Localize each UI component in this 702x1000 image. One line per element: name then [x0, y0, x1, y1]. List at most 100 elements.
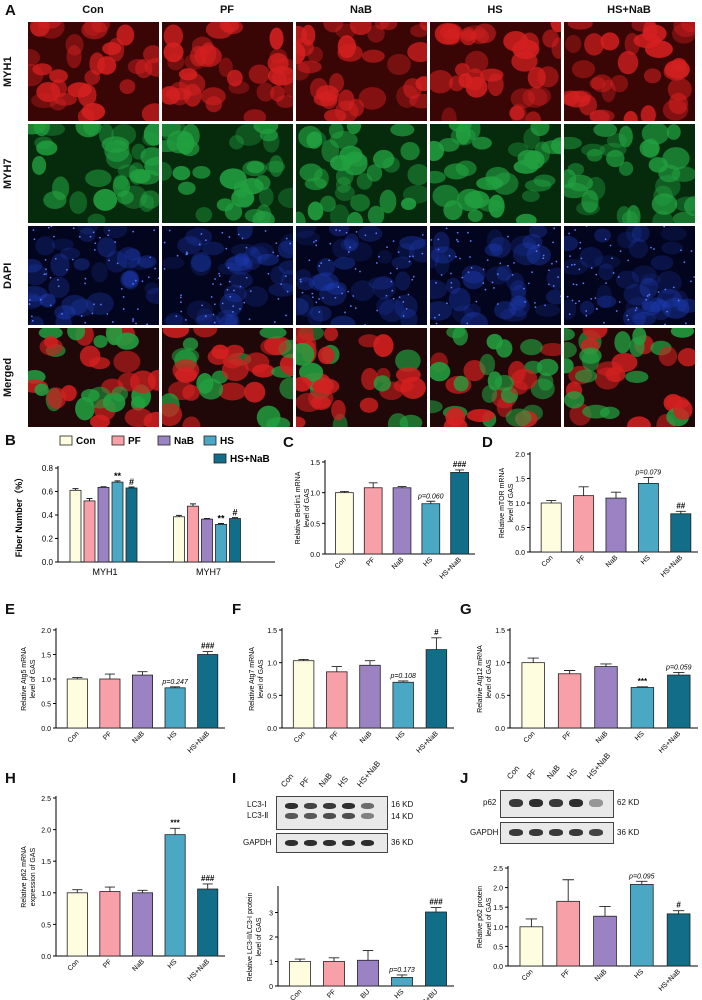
error-bar — [137, 671, 148, 676]
lane-label: NaB — [317, 771, 335, 789]
error-bar — [72, 677, 83, 679]
col-header-nab: NaB — [349, 4, 372, 16]
y-tick-label: 1.0 — [267, 661, 277, 668]
error-bar — [562, 879, 574, 902]
x-tick-label: HS — [633, 968, 645, 980]
x-tick-label: PF — [329, 730, 340, 741]
panel-label-a: A — [5, 2, 16, 19]
error-bar — [430, 907, 442, 913]
x-tick-label: PF — [562, 730, 573, 741]
y-tick-label: 0.0 — [41, 726, 51, 733]
significance-label: ### — [453, 460, 467, 469]
error-bar — [114, 480, 121, 483]
svg-text:level of GAS: level of GAS — [508, 483, 515, 522]
error-bar — [204, 518, 210, 520]
significance-label: # — [129, 477, 134, 487]
x-tick-label: Con — [334, 556, 348, 570]
y-tick-label: 1.5 — [310, 460, 320, 467]
panel-label-c: C — [283, 434, 294, 451]
blot-band — [569, 829, 583, 836]
legend-label: Con — [76, 436, 95, 447]
col-header-hsnab: HS+NaB — [607, 4, 651, 16]
bar-nab — [593, 915, 617, 967]
blot-band — [589, 799, 603, 807]
bar-hs — [637, 483, 659, 553]
error-bar — [672, 910, 685, 914]
bar-nab — [594, 666, 618, 729]
bar-hs-nab — [197, 654, 219, 729]
svg-text:level of GAS: level of GAS — [30, 659, 37, 698]
bar-hs-nab — [450, 472, 469, 555]
y-tick-label: 0.5 — [495, 693, 505, 700]
error-bar — [525, 918, 538, 927]
error-bar — [527, 657, 539, 663]
bar-hs — [164, 687, 186, 729]
x-tick-label: HS+NaB — [658, 968, 683, 993]
size-label: 14 KD — [391, 812, 414, 821]
y-axis-label: Relative Atg7 mRNA level of GAS — [249, 647, 265, 711]
error-bar — [72, 488, 79, 491]
svg-text:Relative Atg7 mRNA: Relative Atg7 mRNA — [249, 647, 256, 711]
panel-label-h: H — [5, 770, 16, 787]
y-tick-label: 0.8 — [42, 464, 54, 473]
x-tick-label: HS+NaB — [439, 556, 464, 581]
x-tick-label: NaB — [131, 730, 146, 745]
bar-myh7-hs — [215, 524, 227, 563]
band-label: GAPDH — [243, 838, 272, 847]
legend-label: HS — [220, 436, 234, 447]
micrograph-myh7-hs-nab — [564, 124, 695, 223]
x-tick-label: HS — [167, 958, 179, 970]
error-bar — [398, 680, 409, 683]
x-tick-label: HS+BU — [418, 988, 440, 1000]
y-tick-label: 1.5 — [41, 859, 51, 866]
x-tick-label: HS — [640, 554, 652, 566]
y-tick-label: 1.5 — [41, 653, 51, 660]
y-axis-label: Relative LC3-II/LC3-I protein level of GA… — [247, 893, 263, 982]
legend-swatch — [157, 435, 171, 446]
col-header-pf: PF — [219, 4, 235, 16]
x-tick-label: PF — [576, 554, 587, 565]
row-header-dapi: DAPI — [2, 262, 14, 289]
bar-pf — [326, 671, 348, 729]
significance-label: # — [676, 901, 681, 910]
size-label: 36 KD — [391, 838, 414, 847]
x-tick-label: NaB — [359, 730, 374, 745]
error-bar — [563, 670, 576, 674]
chart-e: 0.0 0.5 1.0 1.5 2.0 Relative Atg5 mRNA level o… — [21, 628, 225, 755]
error-bar — [190, 503, 196, 507]
size-label: 36 KD — [617, 828, 640, 837]
bar-hs — [391, 977, 413, 987]
x-tick-label: Con — [67, 730, 81, 744]
chart-j: 0.0 0.5 1.0 1.5 2.0 2.5 Relative p62 protein le… — [477, 866, 698, 993]
legend-swatch — [59, 435, 73, 446]
bar-hs — [421, 503, 441, 555]
blot-band — [342, 840, 355, 846]
y-tick-label: 2 — [269, 935, 273, 942]
band-label: LC3-Ⅱ — [247, 811, 269, 820]
error-bar — [364, 660, 376, 666]
x-tick-label: HS — [422, 556, 434, 568]
lane-label: HS — [565, 766, 580, 781]
y-tick-label: 1.0 — [310, 491, 320, 498]
blot-band — [285, 840, 298, 846]
blot-band — [285, 813, 298, 819]
bar-bu — [357, 959, 379, 987]
blot-band — [361, 803, 374, 809]
error-bar — [294, 958, 306, 962]
error-bar — [636, 686, 649, 688]
blot-band — [589, 829, 603, 836]
bar-con — [521, 662, 545, 729]
y-tick-label: 1.5 — [267, 628, 277, 635]
micrograph-myh7-nab — [296, 124, 427, 223]
chart-g: 0.0 0.5 1.0 1.5 Relative Atg12 mRNA level of … — [477, 628, 698, 755]
y-tick-label: 2.0 — [493, 886, 503, 893]
y-tick-label: 2.0 — [515, 452, 525, 459]
x-tick-label: NaB — [391, 556, 406, 571]
significance-label: p=0.108 — [389, 673, 416, 680]
bar-con — [292, 660, 315, 729]
bar-nab — [131, 674, 154, 729]
bar-hs-nab — [425, 649, 448, 729]
micrograph-myh7-con — [28, 124, 159, 223]
x-tick-label: MYH7 — [196, 567, 221, 577]
micrograph-myh7-pf — [162, 124, 293, 223]
